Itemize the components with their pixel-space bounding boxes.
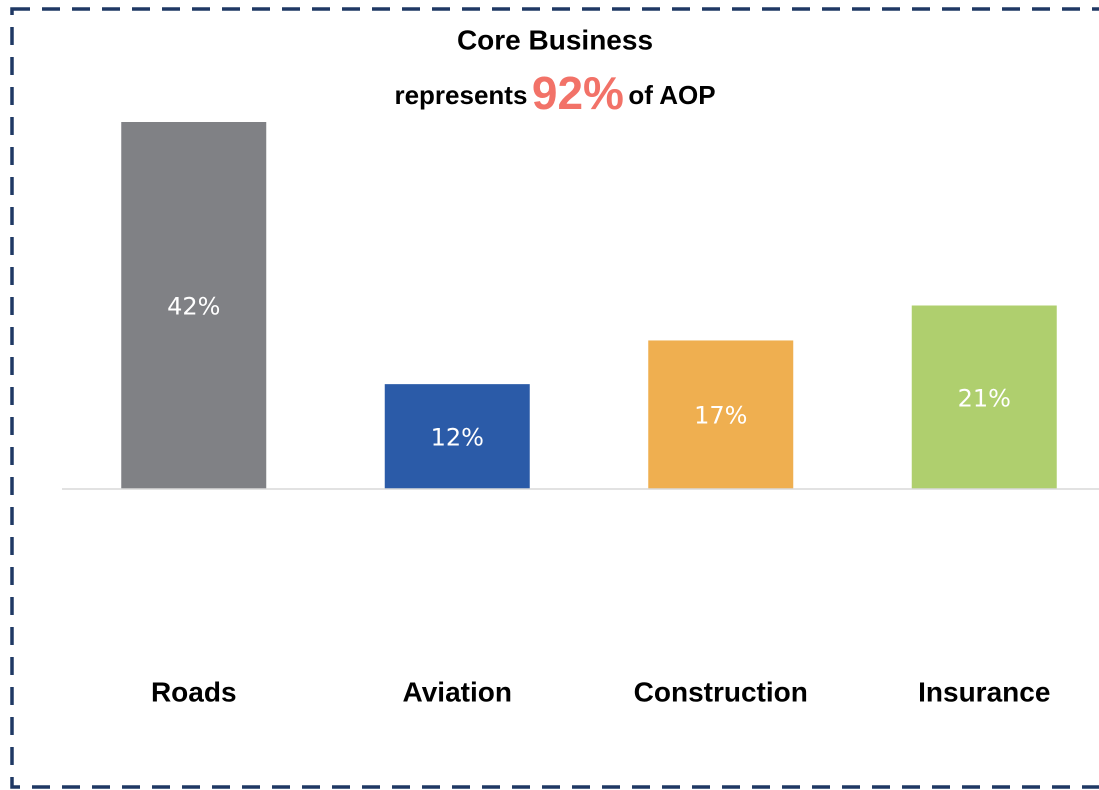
x-tick-label: Insurance — [918, 676, 1050, 707]
bar — [121, 122, 267, 489]
subtitle-text: represents — [394, 80, 527, 110]
bar — [911, 305, 1057, 489]
subtitle-text: of AOP — [628, 80, 715, 110]
dashed-border — [10, 7, 1099, 789]
value-label: 42% — [167, 293, 220, 321]
bar — [648, 340, 794, 489]
x-tick-label: Construction — [634, 676, 808, 707]
chart-subtitle: represents 92% of AOP — [394, 67, 715, 119]
value-label: 12% — [431, 424, 484, 452]
x-tick-label: Roads — [151, 676, 237, 707]
value-label: 17% — [694, 402, 747, 430]
bar — [384, 384, 530, 489]
value-label: 21% — [958, 384, 1011, 412]
subtitle-highlight: 92% — [532, 67, 624, 119]
x-tick-label: Aviation — [403, 676, 512, 707]
chart-title: Core Business — [457, 24, 653, 55]
